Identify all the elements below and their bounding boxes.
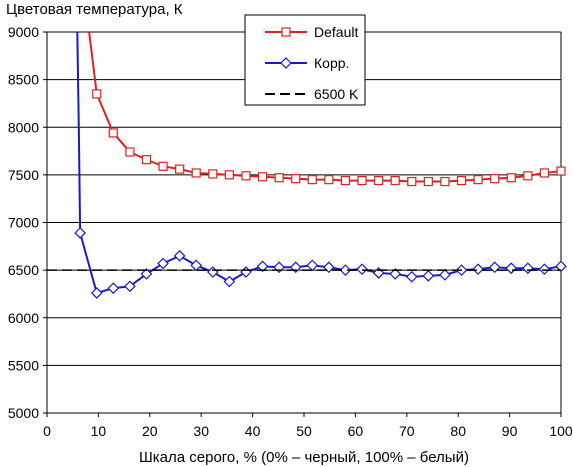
x-tick-label: 20: [142, 423, 158, 439]
series-line: [79, 232, 562, 295]
axes: [43, 31, 562, 417]
data-point: [505, 262, 518, 275]
y-tick-label: 6500: [8, 262, 39, 278]
series-0: [88, 31, 566, 187]
data-point: [521, 262, 534, 275]
x-tick-label: 80: [450, 423, 466, 439]
data-point: [439, 269, 451, 281]
data-point: [389, 268, 402, 280]
data-point: [74, 227, 87, 239]
y-tick-label: 6000: [8, 310, 39, 326]
data-point: [274, 173, 284, 183]
data-point: [173, 249, 186, 262]
data-point: [339, 264, 352, 276]
legend-label: 6500 K: [314, 86, 359, 102]
legend: Default Корр. 6500 K: [244, 14, 366, 106]
x-tick-label: 100: [549, 423, 573, 439]
data-point: [423, 176, 433, 187]
data-point: [107, 282, 120, 295]
data-point: [523, 171, 533, 181]
data-point: [175, 164, 185, 174]
x-axis-title: Шкала серого, % (0% – черный, 100% – бел…: [139, 449, 469, 466]
data-point: [538, 263, 551, 276]
data-point: [357, 175, 367, 186]
y-tick-label: 7000: [8, 215, 39, 231]
y-tick-label: 8500: [8, 72, 39, 88]
y-axis-title: Цветовая температура, К: [6, 1, 183, 18]
data-point: [140, 268, 153, 280]
data-point: [374, 175, 384, 186]
legend-box: [244, 14, 366, 106]
legend-label: Default: [314, 24, 358, 40]
data-point: [506, 173, 516, 183]
y-tick-label: 5500: [8, 357, 39, 373]
series-line-segment: [76, 31, 82, 233]
data-point: [407, 176, 417, 187]
y-tick-label: 9000: [8, 24, 39, 40]
data-point: [324, 175, 334, 185]
data-point: [291, 174, 301, 184]
data-point: [556, 166, 566, 176]
y-tick-label: 7500: [8, 167, 39, 183]
data-point: [223, 275, 236, 288]
data-point: [125, 147, 135, 157]
data-point: [390, 175, 400, 186]
data-point: [191, 168, 201, 178]
legend-marker: [281, 27, 291, 37]
data-point: [340, 175, 351, 186]
x-tick-label: 90: [502, 423, 518, 439]
x-tick-label: 50: [296, 423, 312, 439]
data-point: [422, 269, 435, 282]
data-point: [539, 168, 549, 178]
series-line-segment: [88, 31, 98, 95]
data-point: [257, 172, 268, 182]
data-point: [306, 259, 319, 272]
y-tick-label: 8000: [8, 119, 39, 135]
data-point: [456, 175, 467, 186]
data-point: [157, 257, 169, 270]
data-point: [473, 175, 483, 185]
data-point: [555, 260, 567, 273]
x-tick-label: 0: [43, 423, 51, 439]
data-point: [405, 270, 418, 283]
data-point: [92, 89, 102, 99]
data-point: [124, 280, 136, 293]
x-tick-label: 10: [91, 423, 107, 439]
data-point: [141, 155, 152, 165]
data-point: [158, 161, 168, 171]
data-point: [356, 263, 368, 276]
legend-marker: [280, 57, 292, 69]
x-tick-label: 70: [399, 423, 415, 439]
x-tick-label: 30: [193, 423, 209, 439]
data-point: [240, 266, 252, 278]
data-point: [208, 169, 218, 179]
tick-labels: 5000 5500 6000 6500 7000 7500 8000 8500 9000 0 10 2…: [8, 24, 573, 439]
legend-label: Корр.: [314, 55, 349, 71]
data-point: [472, 263, 484, 276]
data-point: [190, 259, 203, 272]
series-layer: [47, 31, 567, 299]
y-tick-label: 5000: [8, 405, 39, 421]
data-point: [256, 260, 269, 273]
data-point: [108, 128, 118, 138]
data-point: [440, 176, 450, 187]
data-point: [241, 171, 251, 181]
x-tick-label: 60: [348, 423, 364, 439]
data-point: [307, 175, 317, 185]
data-point: [490, 174, 500, 184]
data-point: [224, 170, 234, 180]
data-point: [90, 287, 103, 299]
data-point: [206, 266, 219, 278]
x-tick-label: 40: [245, 423, 261, 439]
